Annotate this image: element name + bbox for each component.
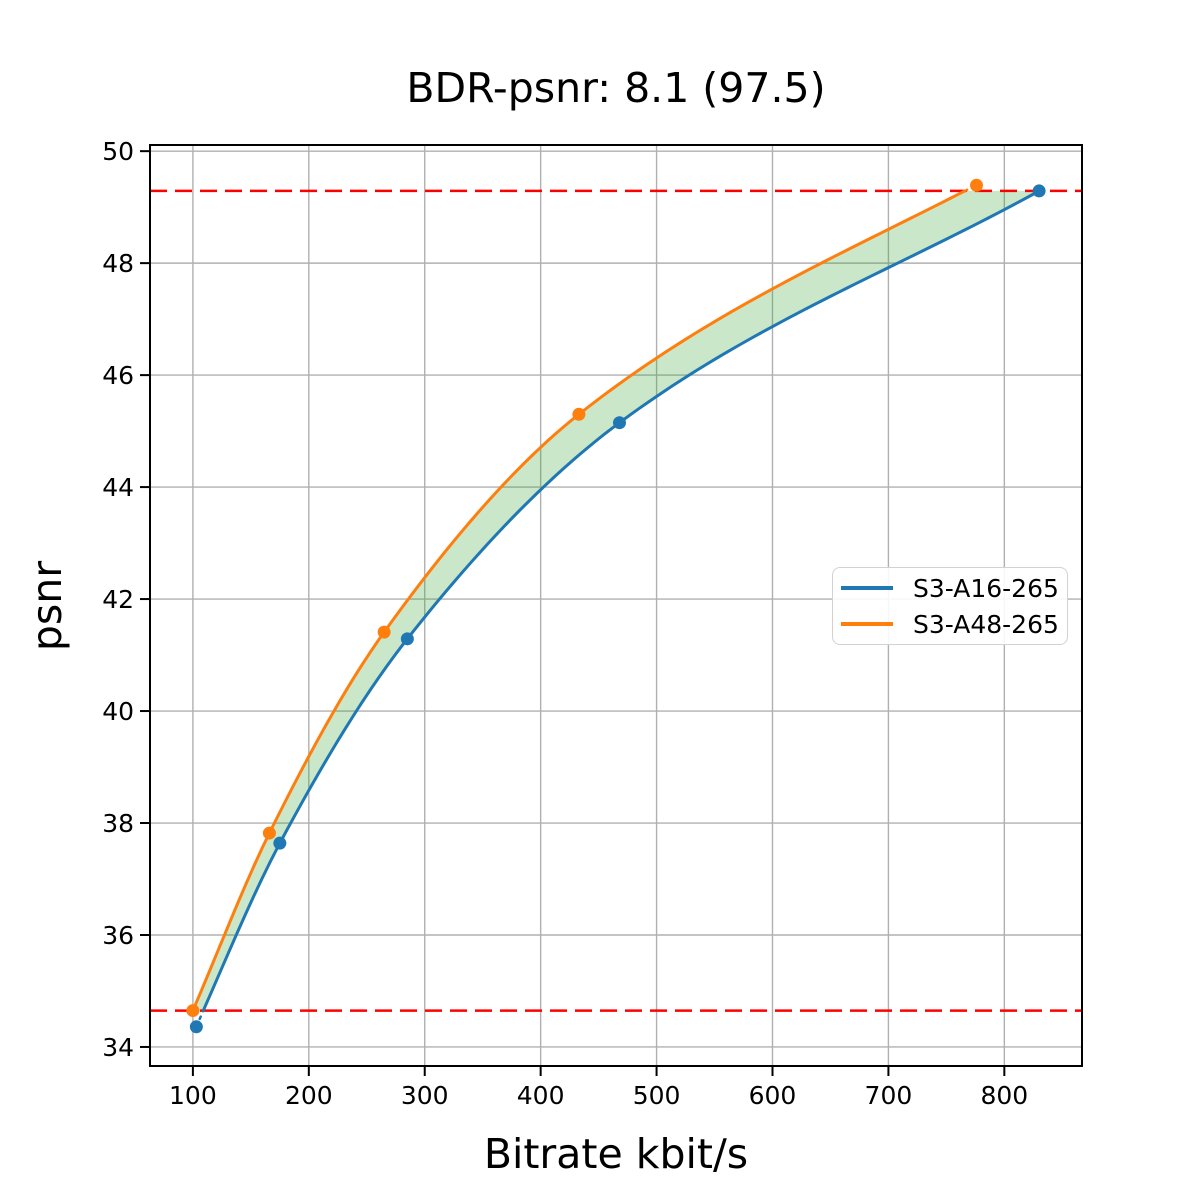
x-axis-label: Bitrate kbit/s xyxy=(483,1130,749,1178)
y-tick-label: 44 xyxy=(102,473,134,502)
y-tick-label: 46 xyxy=(102,361,134,390)
x-tick-label: 600 xyxy=(749,1081,797,1110)
legend-label: S3-A48-265 xyxy=(913,609,1059,639)
legend: S3-A16-265 S3-A48-265 xyxy=(832,567,1068,645)
x-tick-label: 700 xyxy=(865,1081,913,1110)
data-point-S3-A16-265 xyxy=(189,1020,203,1034)
y-tick-label: 38 xyxy=(102,809,134,838)
y-tick-label: 40 xyxy=(102,697,134,726)
legend-label: S3-A16-265 xyxy=(913,573,1059,603)
y-tick-label: 42 xyxy=(102,585,134,614)
legend-item: S3-A16-265 xyxy=(833,570,1067,606)
axes-border xyxy=(149,144,1083,1067)
data-point-S3-A48-265 xyxy=(262,826,276,840)
data-point-S3-A16-265 xyxy=(612,416,626,430)
y-axis-label: psnr xyxy=(23,560,71,652)
chart-title: BDR-psnr: 8.1 (97.5) xyxy=(406,64,826,112)
data-point-S3-A16-265 xyxy=(400,632,414,646)
data-point-S3-A48-265 xyxy=(377,625,391,639)
legend-item: S3-A48-265 xyxy=(833,606,1067,642)
x-tick-label: 300 xyxy=(401,1081,449,1110)
x-tick-label: 400 xyxy=(517,1081,565,1110)
y-tick-label: 34 xyxy=(102,1033,134,1062)
x-tick-label: 100 xyxy=(169,1081,217,1110)
y-tick-label: 48 xyxy=(102,249,134,278)
data-point-S3-A48-265 xyxy=(970,178,984,192)
legend-line-sample-orange xyxy=(841,622,893,626)
data-point-S3-A16-265 xyxy=(273,836,287,850)
data-point-S3-A16-265 xyxy=(1032,184,1046,198)
legend-line-sample-blue xyxy=(841,586,893,590)
y-tick-label: 50 xyxy=(102,137,134,166)
y-tick-label: 36 xyxy=(102,921,134,950)
x-tick-label: 800 xyxy=(980,1081,1028,1110)
x-tick-label: 500 xyxy=(633,1081,681,1110)
data-point-S3-A48-265 xyxy=(186,1004,200,1018)
data-point-S3-A48-265 xyxy=(572,407,586,421)
x-tick-label: 200 xyxy=(285,1081,333,1110)
